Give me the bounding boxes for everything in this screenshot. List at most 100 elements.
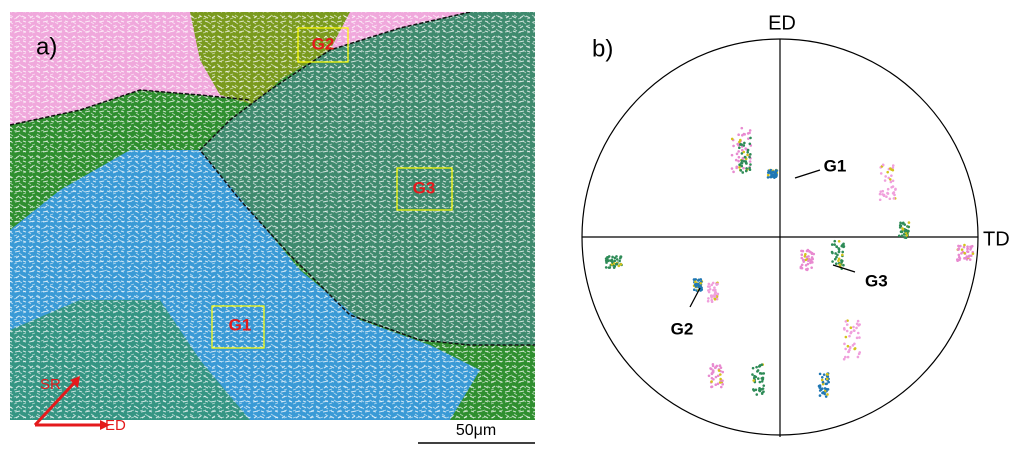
pole-dot <box>714 290 718 294</box>
pole-dot <box>758 380 762 384</box>
pole-dot <box>833 243 836 246</box>
pole-dot <box>809 260 813 263</box>
pole-dot <box>889 180 893 184</box>
pole-dot <box>719 373 722 376</box>
pole-dot <box>968 258 972 261</box>
pole-dot <box>844 320 848 323</box>
pole-dot <box>730 167 734 170</box>
pole-dot <box>607 266 611 269</box>
pole-dot <box>758 387 761 390</box>
pole-dot <box>810 266 813 269</box>
pole-dot <box>755 393 759 396</box>
pole-dot <box>818 372 822 376</box>
pole-dot <box>878 198 882 202</box>
pole-dot <box>755 365 758 369</box>
pole-dot <box>959 244 962 248</box>
pole-dot <box>761 378 765 381</box>
pole-dot <box>756 369 760 372</box>
axis-label: TD <box>983 228 1010 250</box>
panel-label: b) <box>592 35 613 62</box>
pole-dot <box>740 126 744 130</box>
pole-dot <box>760 363 764 367</box>
pole-dot <box>807 255 810 258</box>
pole-dot <box>852 329 856 332</box>
pole-dot <box>615 258 619 261</box>
pole-dot <box>846 344 850 348</box>
axis-arrows <box>33 380 100 427</box>
pole-dot <box>718 364 722 367</box>
annotation-arrows <box>689 169 856 308</box>
pole-dot <box>756 377 760 380</box>
pole-dot <box>748 129 752 132</box>
pole-dot <box>833 239 837 243</box>
pole-dot <box>842 263 845 267</box>
pole-dot <box>825 387 828 391</box>
pole-dot <box>611 255 614 259</box>
pole-dot <box>807 259 810 263</box>
pole-dot <box>853 347 857 350</box>
pole-dot <box>881 189 885 193</box>
pole-dot <box>845 323 849 326</box>
arrow-heads <box>70 376 110 430</box>
pole-dot <box>804 268 808 271</box>
pole-dot <box>619 255 623 259</box>
pole-dot <box>742 159 746 163</box>
pole-dot <box>956 258 959 261</box>
pole-dot <box>711 281 715 285</box>
pole-dot <box>886 191 889 195</box>
grain-box <box>297 27 349 63</box>
pole-dot <box>766 176 770 179</box>
pole-dot <box>699 289 702 292</box>
pole-dot <box>748 155 751 159</box>
pole-dot <box>740 152 744 155</box>
pole-dot <box>607 255 611 258</box>
pole-dot <box>714 375 718 379</box>
pole-dot <box>746 148 750 152</box>
pole-dot <box>713 366 717 370</box>
pole-dot <box>710 385 714 388</box>
pole-dot <box>960 252 963 255</box>
pole-dot <box>721 379 724 382</box>
pole-dot <box>698 285 701 288</box>
pole-dot <box>804 263 808 267</box>
pole-dot <box>818 389 822 392</box>
pole-dot <box>822 373 826 376</box>
pole-dot <box>744 169 748 173</box>
pole-dot <box>841 253 844 257</box>
pole-dot <box>707 289 710 292</box>
pole-dot <box>858 323 861 326</box>
pole-dot <box>844 347 847 351</box>
pole-dot <box>837 240 841 243</box>
pole-dot <box>881 193 884 196</box>
pole-dot <box>800 256 804 260</box>
pole-dot <box>748 142 752 146</box>
grain-label: G2 <box>312 34 335 53</box>
pole-dot <box>745 167 748 170</box>
pole-dot <box>734 158 738 162</box>
pole-dot <box>856 355 860 359</box>
pole-dot <box>848 334 851 338</box>
pole-dot <box>692 288 696 292</box>
pole-dot <box>805 249 809 253</box>
pole-dot <box>821 391 824 395</box>
pole-dot <box>708 285 711 288</box>
pole-dot <box>904 236 908 239</box>
pole-dot <box>771 170 775 174</box>
pole-dot <box>610 260 614 263</box>
pole-dot <box>900 234 904 237</box>
pole-figure <box>581 38 979 437</box>
pole-dot <box>886 187 890 191</box>
pole-dot <box>881 163 885 167</box>
pole-dot <box>732 144 735 148</box>
pole-dot <box>800 263 804 267</box>
pole-dot <box>801 249 805 253</box>
pole-dot <box>809 250 812 254</box>
pole-dot <box>711 362 715 366</box>
axis-label: ED <box>105 417 126 434</box>
pole-dot <box>855 322 859 326</box>
pole-dot <box>897 234 901 238</box>
pole-dot <box>694 278 698 281</box>
pole-dot <box>849 331 853 335</box>
pole-dot <box>818 394 822 397</box>
pole-dot <box>837 250 841 254</box>
